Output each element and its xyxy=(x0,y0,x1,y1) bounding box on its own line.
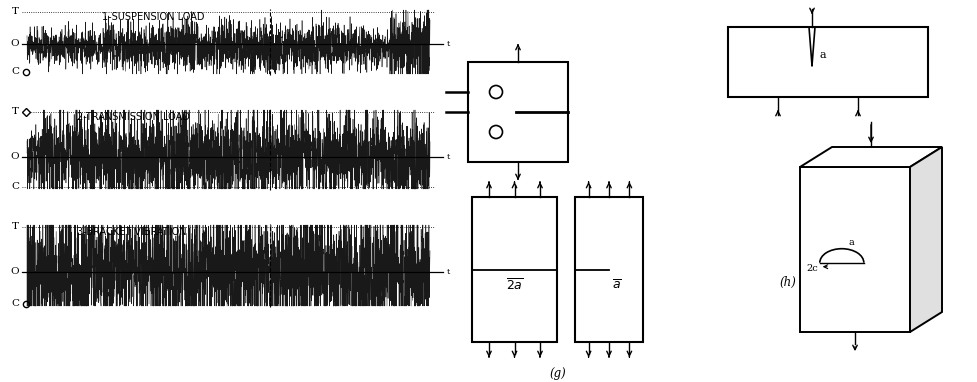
Text: (g): (g) xyxy=(548,367,566,380)
Text: T: T xyxy=(12,107,19,117)
Text: 2c: 2c xyxy=(805,264,817,273)
Text: t: t xyxy=(446,153,450,161)
Text: t: t xyxy=(446,40,450,48)
Bar xyxy=(799,167,909,332)
Text: C: C xyxy=(11,68,19,76)
Text: (h): (h) xyxy=(779,276,795,289)
Bar xyxy=(727,27,927,97)
Text: O: O xyxy=(11,39,20,49)
Bar xyxy=(468,62,568,162)
Text: C: C xyxy=(11,183,19,191)
Bar xyxy=(472,197,557,342)
Text: C: C xyxy=(11,299,19,309)
Polygon shape xyxy=(799,147,941,167)
Text: a: a xyxy=(819,50,826,60)
Text: 3-BRACKET VIBRATION: 3-BRACKET VIBRATION xyxy=(77,227,187,237)
Text: 2-TRANSMISSION LOAD: 2-TRANSMISSION LOAD xyxy=(77,112,190,122)
Text: t: t xyxy=(446,268,450,276)
Bar xyxy=(574,197,642,342)
Text: T: T xyxy=(12,8,19,16)
Text: T: T xyxy=(12,222,19,231)
Text: $\overline{2a}$: $\overline{2a}$ xyxy=(505,278,523,293)
Circle shape xyxy=(489,86,502,99)
Text: $\overline{a}$: $\overline{a}$ xyxy=(612,279,621,292)
Text: 1-SUSPENSION LOAD: 1-SUSPENSION LOAD xyxy=(102,12,204,22)
Polygon shape xyxy=(909,147,941,332)
Circle shape xyxy=(489,126,502,139)
Text: O: O xyxy=(11,267,20,277)
Text: O: O xyxy=(11,152,20,162)
Text: a: a xyxy=(847,238,853,247)
